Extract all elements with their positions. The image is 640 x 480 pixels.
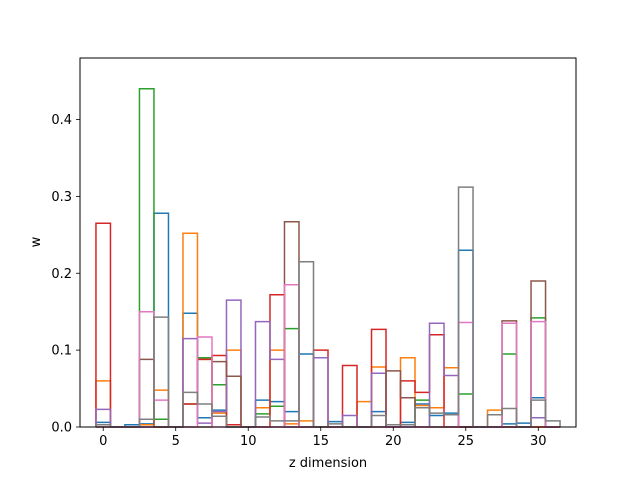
x-axis-ticks: 0 5 10 15 20 25 30 <box>99 427 547 449</box>
x-tick-label: 5 <box>172 434 180 449</box>
x-tick-label: 25 <box>458 434 475 449</box>
x-axis-label: z dimension <box>289 456 367 471</box>
y-axis-ticks: 0.0 0.1 0.2 0.3 0.4 <box>51 113 80 436</box>
x-tick-label: 15 <box>312 434 329 449</box>
y-tick-label: 0.4 <box>51 113 72 128</box>
x-tick-label: 0 <box>99 434 107 449</box>
x-tick-label: 30 <box>530 434 547 449</box>
x-tick-label: 20 <box>385 434 402 449</box>
plot-frame <box>79 57 577 428</box>
y-tick-label: 0.2 <box>51 267 72 282</box>
y-tick-label: 0.1 <box>51 344 72 359</box>
y-tick-label: 0.3 <box>51 190 72 205</box>
y-tick-label: 0.0 <box>51 421 72 436</box>
y-axis-label: w <box>29 236 44 247</box>
x-tick-label: 10 <box>240 434 257 449</box>
